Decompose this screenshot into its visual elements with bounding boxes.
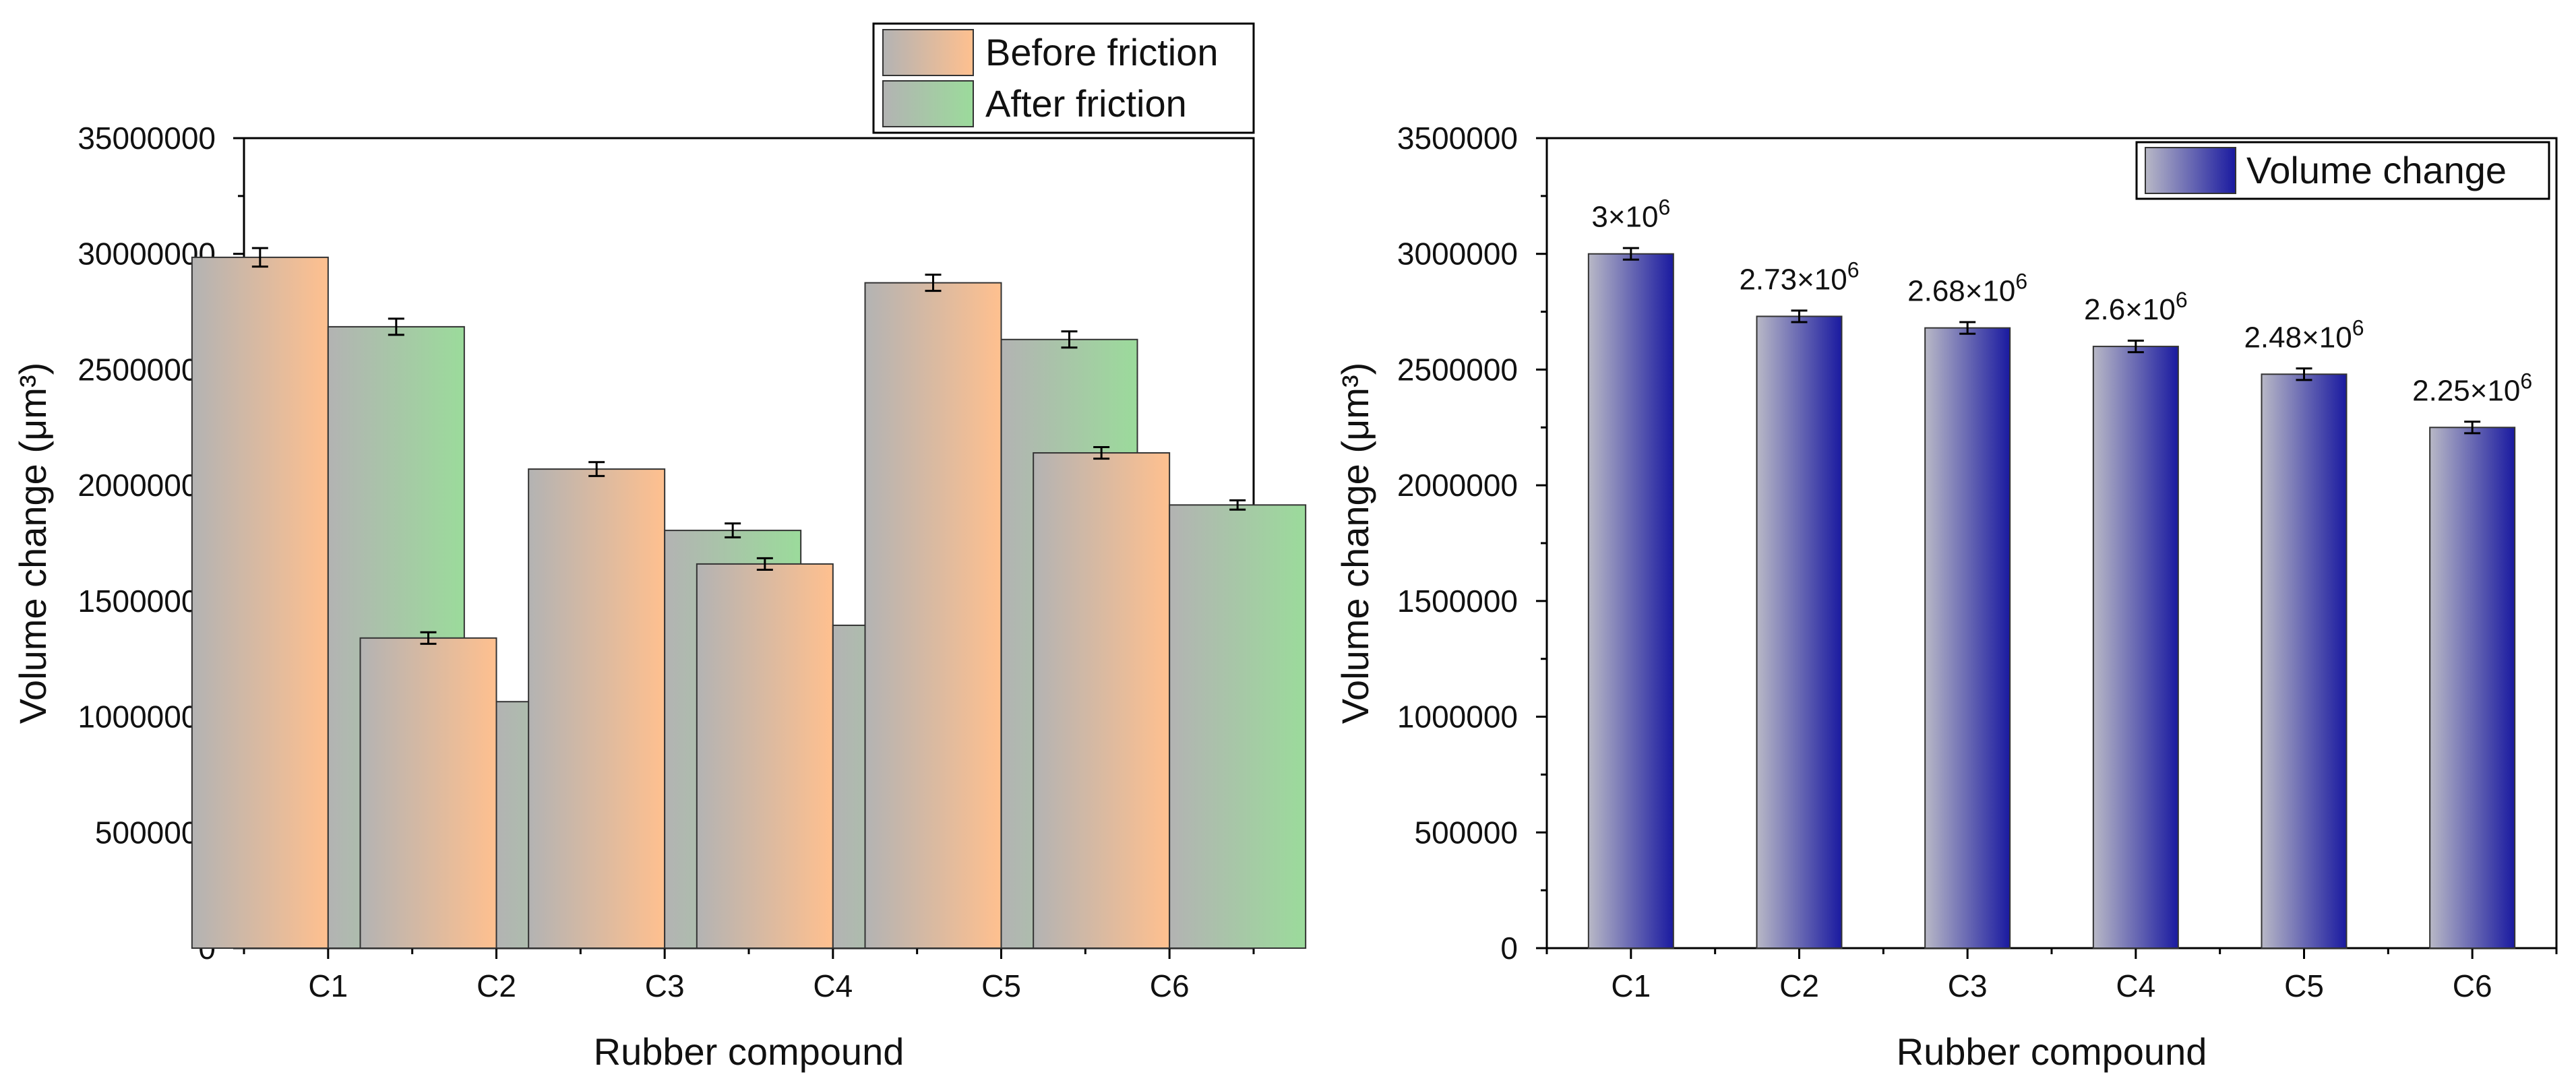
y-tick-label: 35000000	[78, 121, 216, 156]
right-legend: Volume change	[2135, 141, 2550, 200]
bar-volume-change-c3	[1924, 327, 2011, 949]
x-tick-label: C5	[981, 968, 1021, 1003]
y-tick-label: 500000	[1415, 815, 1519, 850]
x-tick-label: C1	[1611, 968, 1651, 1003]
legend-swatch-before-friction	[882, 29, 974, 76]
x-tick-label: C1	[308, 968, 348, 1003]
bar-before-friction-c2	[359, 637, 497, 949]
bar-data-label: 2.6×106	[2084, 288, 2188, 326]
bar-volume-change-c6	[2429, 427, 2516, 949]
y-tick-label: 1500000	[1397, 584, 1518, 619]
left-x-axis: C1 C2 C3 C4 C5 C6	[243, 948, 1255, 1003]
right-bars: 3×106 2.73×106 2.68×106 2.6×106 2.48×106 2.25…	[1587, 195, 2532, 949]
legend-label-after-friction: After friction	[985, 82, 1187, 125]
bar-before-friction-c1	[191, 256, 329, 949]
bar-data-label: 2.48×106	[2244, 315, 2364, 354]
x-tick-label: C3	[645, 968, 685, 1003]
bar-before-friction-c6	[1033, 452, 1171, 949]
y-tick-label: 1000000	[1397, 699, 1518, 735]
legend-label-volume-change: Volume change	[2246, 149, 2507, 191]
left-legend: Before friction After friction	[872, 22, 1255, 134]
x-tick-label: C4	[813, 968, 853, 1003]
x-tick-label: C4	[2116, 968, 2155, 1003]
right-x-axis: C1 C2 C3 C4 C5 C6	[1545, 948, 2558, 1003]
bar-before-friction-c3	[528, 468, 666, 949]
x-tick-label: C2	[477, 968, 516, 1003]
bar-volume-change-c2	[1756, 315, 1843, 949]
left-y-axis-title: Volume change (μm³)	[11, 363, 54, 724]
bar-volume-change-c5	[2261, 373, 2348, 949]
bar-volume-change-c4	[2092, 346, 2179, 949]
bar-data-label: 2.25×106	[2412, 369, 2532, 407]
x-tick-label: C2	[1779, 968, 1819, 1003]
bar-volume-change-c1	[1587, 253, 1674, 949]
legend-label-before-friction: Before friction	[985, 31, 1219, 73]
left-chart: 0500000010000000150000002000000025000000…	[11, 22, 1307, 1073]
bar-before-friction-c5	[864, 282, 1002, 949]
y-tick-label: 0	[1500, 931, 1518, 966]
bar-before-friction-c4	[696, 563, 834, 949]
x-tick-label: C5	[2284, 968, 2324, 1003]
y-tick-label: 3500000	[1397, 121, 1518, 156]
bar-data-label: 2.68×106	[1907, 270, 2027, 308]
legend-swatch-volume-change	[2145, 147, 2236, 194]
x-tick-label: C6	[1150, 968, 1190, 1003]
y-tick-label: 2000000	[1397, 468, 1518, 503]
right-plot-frame	[1545, 137, 2558, 949]
bar-after-friction-c6	[1169, 504, 1307, 949]
right-y-axis: 0 500000 1000000 1500000 2000000 2500000 30000…	[1397, 121, 1547, 966]
right-chart: 0 500000 1000000 1500000 2000000 2500000 30000…	[1334, 121, 2558, 1073]
bar-data-label: 3×106	[1591, 195, 1670, 234]
bar-data-label: 2.73×106	[1739, 257, 1859, 296]
left-x-axis-title: Rubber compound	[594, 1030, 904, 1073]
right-x-axis-title: Rubber compound	[1897, 1030, 2207, 1073]
x-tick-label: C6	[2453, 968, 2492, 1003]
legend-swatch-after-friction	[882, 80, 974, 127]
left-bars	[191, 247, 1307, 949]
y-tick-label: 3000000	[1397, 237, 1518, 272]
x-tick-label: C3	[1948, 968, 1988, 1003]
right-y-axis-title: Volume change (μm³)	[1334, 363, 1376, 724]
y-tick-label: 2500000	[1397, 352, 1518, 387]
